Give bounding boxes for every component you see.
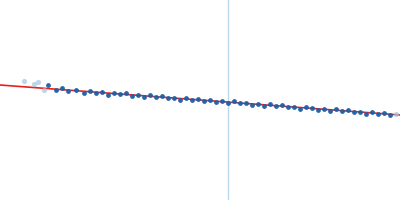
Point <box>147 94 153 97</box>
Point <box>171 96 177 99</box>
Point <box>21 79 27 83</box>
Point <box>381 111 387 115</box>
Point <box>339 109 345 113</box>
Point <box>189 98 195 101</box>
Point <box>111 91 117 94</box>
Point <box>345 109 351 112</box>
Point <box>321 107 327 110</box>
Point <box>201 100 207 103</box>
Point <box>393 113 399 116</box>
Point <box>135 93 141 97</box>
Point <box>231 100 237 103</box>
Point <box>117 93 123 96</box>
Point <box>165 97 171 100</box>
Point <box>87 89 93 92</box>
Point <box>249 103 255 106</box>
Point <box>81 91 87 95</box>
Point <box>41 88 47 92</box>
Point <box>279 104 285 107</box>
Point <box>369 110 375 114</box>
Point <box>177 98 183 101</box>
Point <box>45 84 51 87</box>
Point <box>351 111 357 114</box>
Point <box>291 105 297 108</box>
Point <box>219 100 225 103</box>
Point <box>357 110 363 113</box>
Point <box>53 88 59 92</box>
Point <box>31 83 37 86</box>
Point <box>315 108 321 111</box>
Point <box>123 92 129 95</box>
Point <box>65 89 71 93</box>
Point <box>105 93 111 96</box>
Point <box>255 102 261 106</box>
Point <box>153 96 159 99</box>
Point <box>303 106 309 109</box>
Point <box>285 106 291 109</box>
Point <box>93 91 99 95</box>
Point <box>141 95 147 99</box>
Point <box>213 100 219 104</box>
Point <box>59 86 65 90</box>
Point <box>195 97 201 101</box>
Point <box>183 97 189 100</box>
Point <box>273 105 279 108</box>
Point <box>207 99 213 102</box>
Point <box>243 101 249 104</box>
Point <box>225 101 231 105</box>
Point <box>267 103 273 106</box>
Point <box>35 80 41 84</box>
Point <box>159 95 165 98</box>
Point <box>297 107 303 110</box>
Point <box>99 91 105 94</box>
Point <box>73 88 79 91</box>
Point <box>237 102 243 105</box>
Point <box>309 106 315 110</box>
Point <box>375 112 381 115</box>
Point <box>333 108 339 111</box>
Point <box>261 104 267 108</box>
Point <box>327 109 333 113</box>
Point <box>363 112 369 115</box>
Point <box>129 94 135 97</box>
Point <box>387 113 393 117</box>
